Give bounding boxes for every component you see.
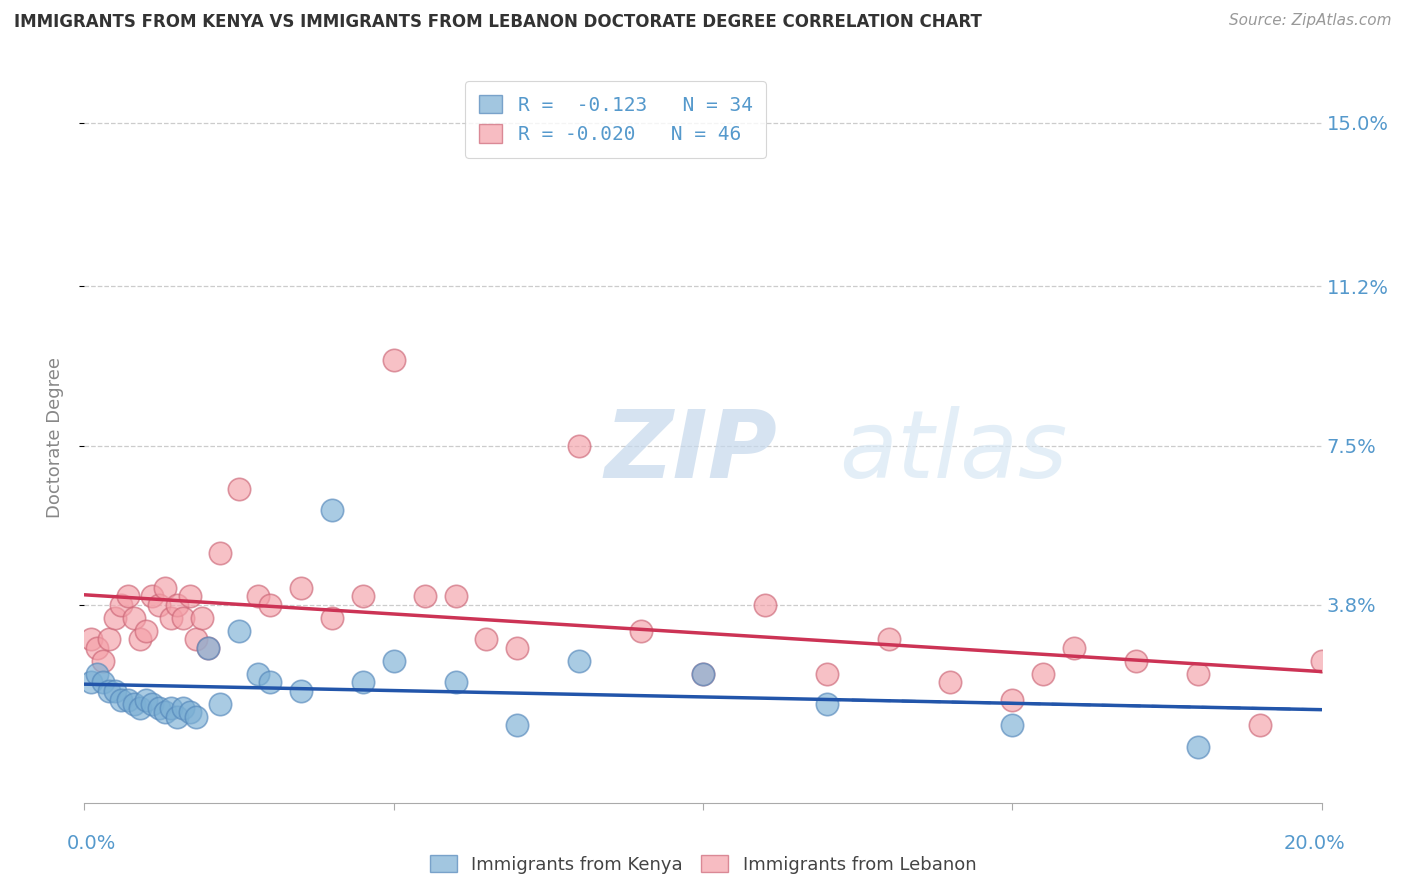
Point [692,666,714,681]
Point [179,589,201,603]
Point [568,439,591,453]
Point [754,598,776,612]
Point [228,624,250,638]
Point [129,701,152,715]
Point [91,654,114,668]
Point [122,611,145,625]
Point [939,675,962,690]
Point [117,692,139,706]
Point [290,684,312,698]
Point [1001,718,1024,732]
Point [352,675,374,690]
Point [413,589,436,603]
Y-axis label: Doctorate Degree: Doctorate Degree [45,357,63,517]
Point [135,692,157,706]
Point [141,697,163,711]
Point [129,632,152,647]
Point [1032,666,1054,681]
Point [321,611,343,625]
Point [98,684,121,698]
Point [815,666,838,681]
Point [444,675,467,690]
Point [568,654,591,668]
Point [382,352,405,367]
Point [172,611,194,625]
Point [475,632,498,647]
Text: IMMIGRANTS FROM KENYA VS IMMIGRANTS FROM LEBANON DOCTORATE DEGREE CORRELATION CH: IMMIGRANTS FROM KENYA VS IMMIGRANTS FROM… [14,13,981,31]
Point [1310,654,1333,668]
Point [166,598,188,612]
Text: 20.0%: 20.0% [1284,834,1346,853]
Point [160,611,183,625]
Point [259,598,281,612]
Legend: R =  -0.123   N = 34, R = -0.020   N = 46: R = -0.123 N = 34, R = -0.020 N = 46 [465,81,766,158]
Point [259,675,281,690]
Point [166,710,188,724]
Point [209,697,232,711]
Point [290,581,312,595]
Point [191,611,214,625]
Text: 0.0%: 0.0% [66,834,117,853]
Point [197,640,219,655]
Point [141,589,163,603]
Point [1001,692,1024,706]
Point [630,624,652,638]
Point [148,598,170,612]
Point [98,632,121,647]
Point [148,701,170,715]
Point [1187,666,1209,681]
Point [197,640,219,655]
Point [228,482,250,496]
Point [79,632,101,647]
Point [160,701,183,715]
Point [110,598,132,612]
Point [153,581,176,595]
Point [135,624,157,638]
Point [692,666,714,681]
Legend: Immigrants from Kenya, Immigrants from Lebanon: Immigrants from Kenya, Immigrants from L… [423,848,983,881]
Text: Source: ZipAtlas.com: Source: ZipAtlas.com [1229,13,1392,29]
Point [321,503,343,517]
Point [179,706,201,720]
Point [110,692,132,706]
Point [506,718,529,732]
Point [79,675,101,690]
Point [153,706,176,720]
Point [382,654,405,668]
Point [1249,718,1271,732]
Point [86,666,108,681]
Point [877,632,900,647]
Point [444,589,467,603]
Point [506,640,529,655]
Point [352,589,374,603]
Point [172,701,194,715]
Point [184,632,207,647]
Point [117,589,139,603]
Text: ZIP: ZIP [605,406,778,498]
Point [246,666,269,681]
Point [86,640,108,655]
Point [122,697,145,711]
Point [184,710,207,724]
Point [1063,640,1085,655]
Text: atlas: atlas [839,406,1067,497]
Point [209,546,232,560]
Point [815,697,838,711]
Point [91,675,114,690]
Point [104,611,127,625]
Point [1187,739,1209,754]
Point [104,684,127,698]
Point [1125,654,1147,668]
Point [246,589,269,603]
